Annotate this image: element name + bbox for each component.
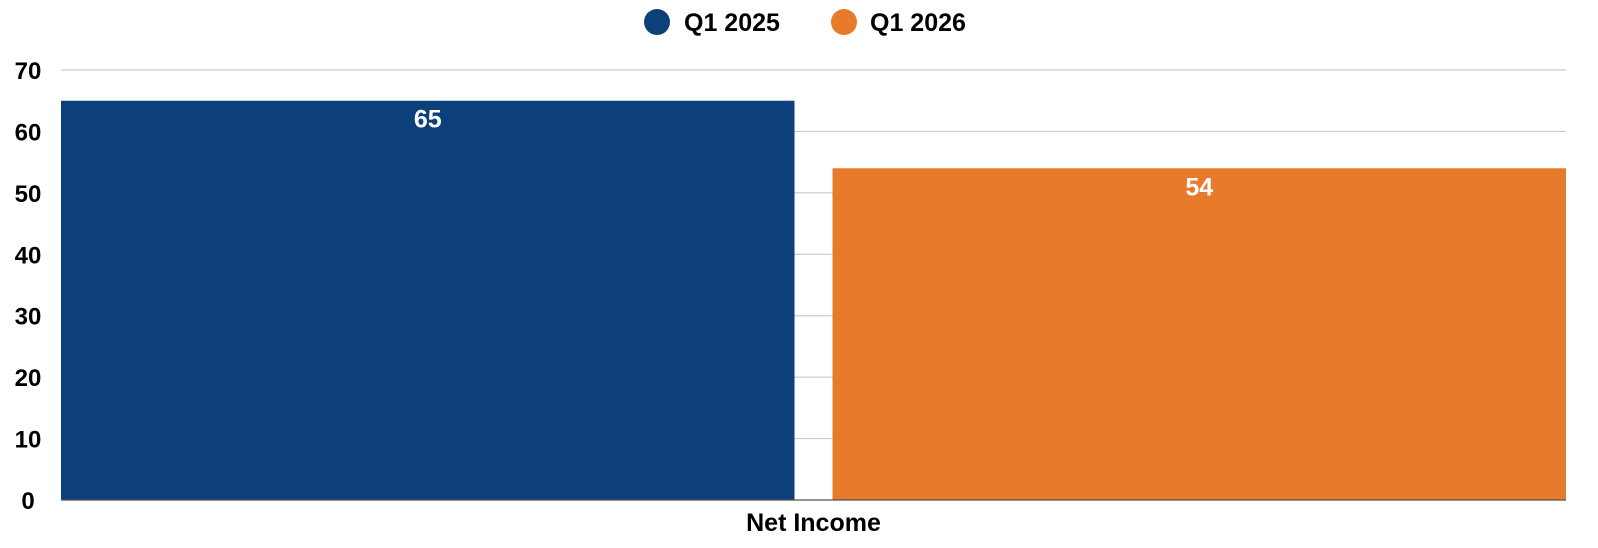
y-tick-label: 0 [21, 488, 34, 515]
legend: Q1 2025 Q1 2026 [644, 9, 966, 37]
y-tick-label: 50 [15, 181, 42, 208]
y-tick-label: 30 [15, 304, 42, 331]
legend-label: Q1 2025 [684, 9, 780, 37]
legend-label: Q1 2026 [870, 9, 966, 37]
legend-swatch [644, 9, 670, 35]
y-tick-label: 40 [15, 242, 42, 269]
legend-swatch [831, 9, 857, 35]
labels: 0 10 20 30 40 50 60 70 65 54 Net Income [15, 58, 1214, 537]
y-tick-label: 20 [15, 365, 42, 392]
bar-q1-2025 [61, 100, 795, 500]
data-label: 54 [1185, 173, 1213, 201]
y-tick-label: 10 [15, 427, 42, 454]
bars [61, 100, 1566, 501]
y-tick-label: 60 [15, 119, 42, 146]
y-tick-label: 70 [15, 58, 42, 85]
bar-q1-2026 [832, 168, 1566, 501]
x-category-label: Net Income [746, 509, 881, 537]
data-label: 65 [414, 106, 442, 134]
